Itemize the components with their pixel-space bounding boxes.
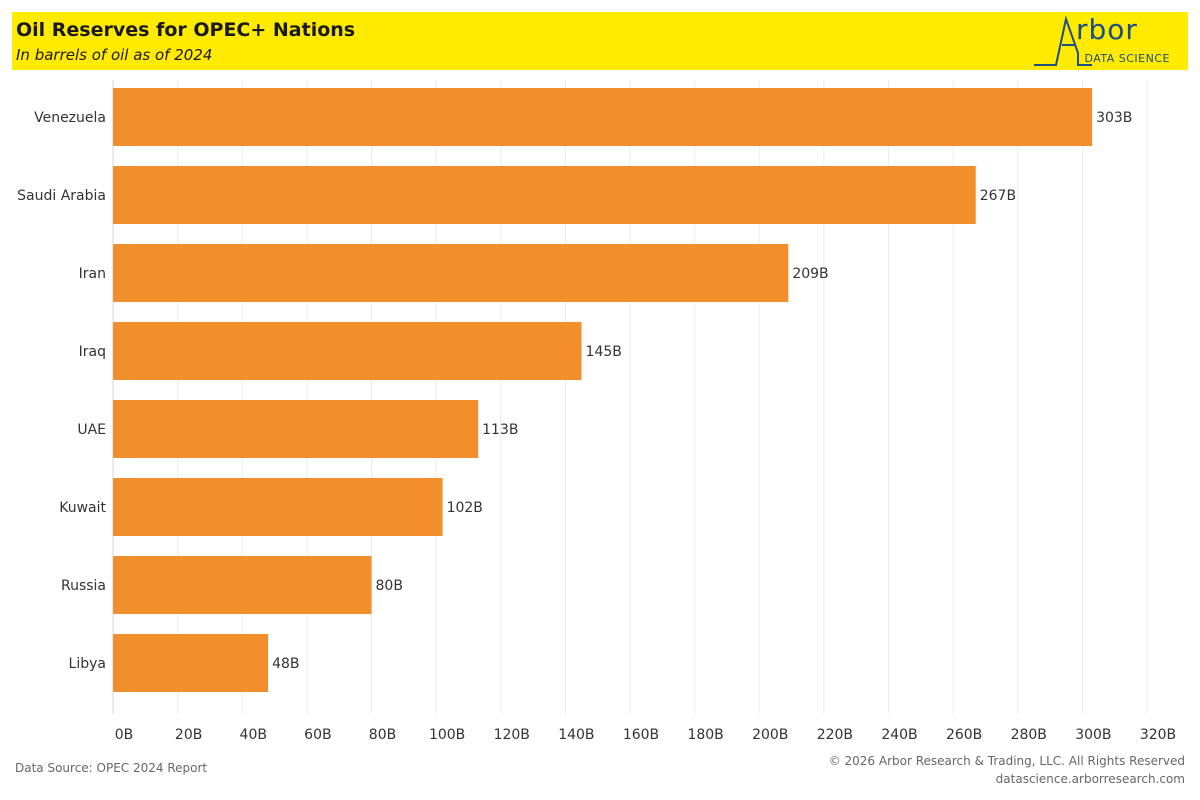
x-tick-label: 200B [752,727,788,743]
x-tick-label: 300B [1075,727,1111,743]
arbor-logo: rbor DATA SCIENCE [1032,13,1172,67]
logo-tagline: DATA SCIENCE [1084,52,1170,65]
data-label: 267B [980,188,1016,204]
x-tick-label: 180B [687,727,723,743]
data-label: 113B [482,422,518,438]
category-label: Iraq [79,344,106,360]
data-label: 303B [1096,110,1132,126]
copyright-text: © 2026 Arbor Research & Trading, LLC. Al… [828,754,1185,768]
logo-a-mark-icon [1034,15,1092,66]
category-label: Kuwait [59,500,106,516]
category-label: Saudi Arabia [17,188,106,204]
data-label: 48B [272,656,299,672]
x-tick-label: 220B [817,727,853,743]
bar [113,166,976,224]
x-tick-label: 100B [429,727,465,743]
data-label: 145B [586,344,622,360]
bar [113,400,479,458]
bar [113,556,372,614]
category-label: Libya [69,656,106,672]
bar [113,244,789,302]
category-label: Russia [61,578,106,594]
x-tick-label: 60B [304,727,331,743]
footer-credits: © 2026 Arbor Research & Trading, LLC. Al… [829,752,1185,788]
chart-subtitle: In barrels of oil as of 2024 [16,46,213,64]
x-tick-label: 320B [1140,727,1176,743]
category-label: UAE [77,422,106,438]
bar [113,634,269,692]
x-tick-label: 160B [623,727,659,743]
bar [113,88,1093,146]
data-label: 102B [447,500,483,516]
x-tick-label: 260B [946,727,982,743]
bar [113,322,582,380]
data-label: 209B [792,266,828,282]
chart-title: Oil Reserves for OPEC+ Nations [16,19,356,41]
x-tick-label: 80B [369,727,396,743]
x-tick-label: 280B [1011,727,1047,743]
header-banner: Oil Reserves for OPEC+ Nations In barrel… [12,12,1188,70]
category-label: Iran [79,266,106,282]
category-label: Venezuela [34,110,106,126]
x-tick-label: 20B [175,727,202,743]
bar [113,478,443,536]
x-tick-label: 140B [558,727,594,743]
x-tick-label: 0B [115,727,134,743]
data-label: 80B [376,578,403,594]
x-tick-label: 240B [881,727,917,743]
data-source: Data Source: OPEC 2024 Report [15,761,208,775]
x-tick-label: 120B [494,727,530,743]
website-link[interactable]: datascience.arborresearch.com [995,772,1185,786]
x-tick-label: 40B [240,727,267,743]
logo-wordmark: rbor [1076,13,1138,46]
